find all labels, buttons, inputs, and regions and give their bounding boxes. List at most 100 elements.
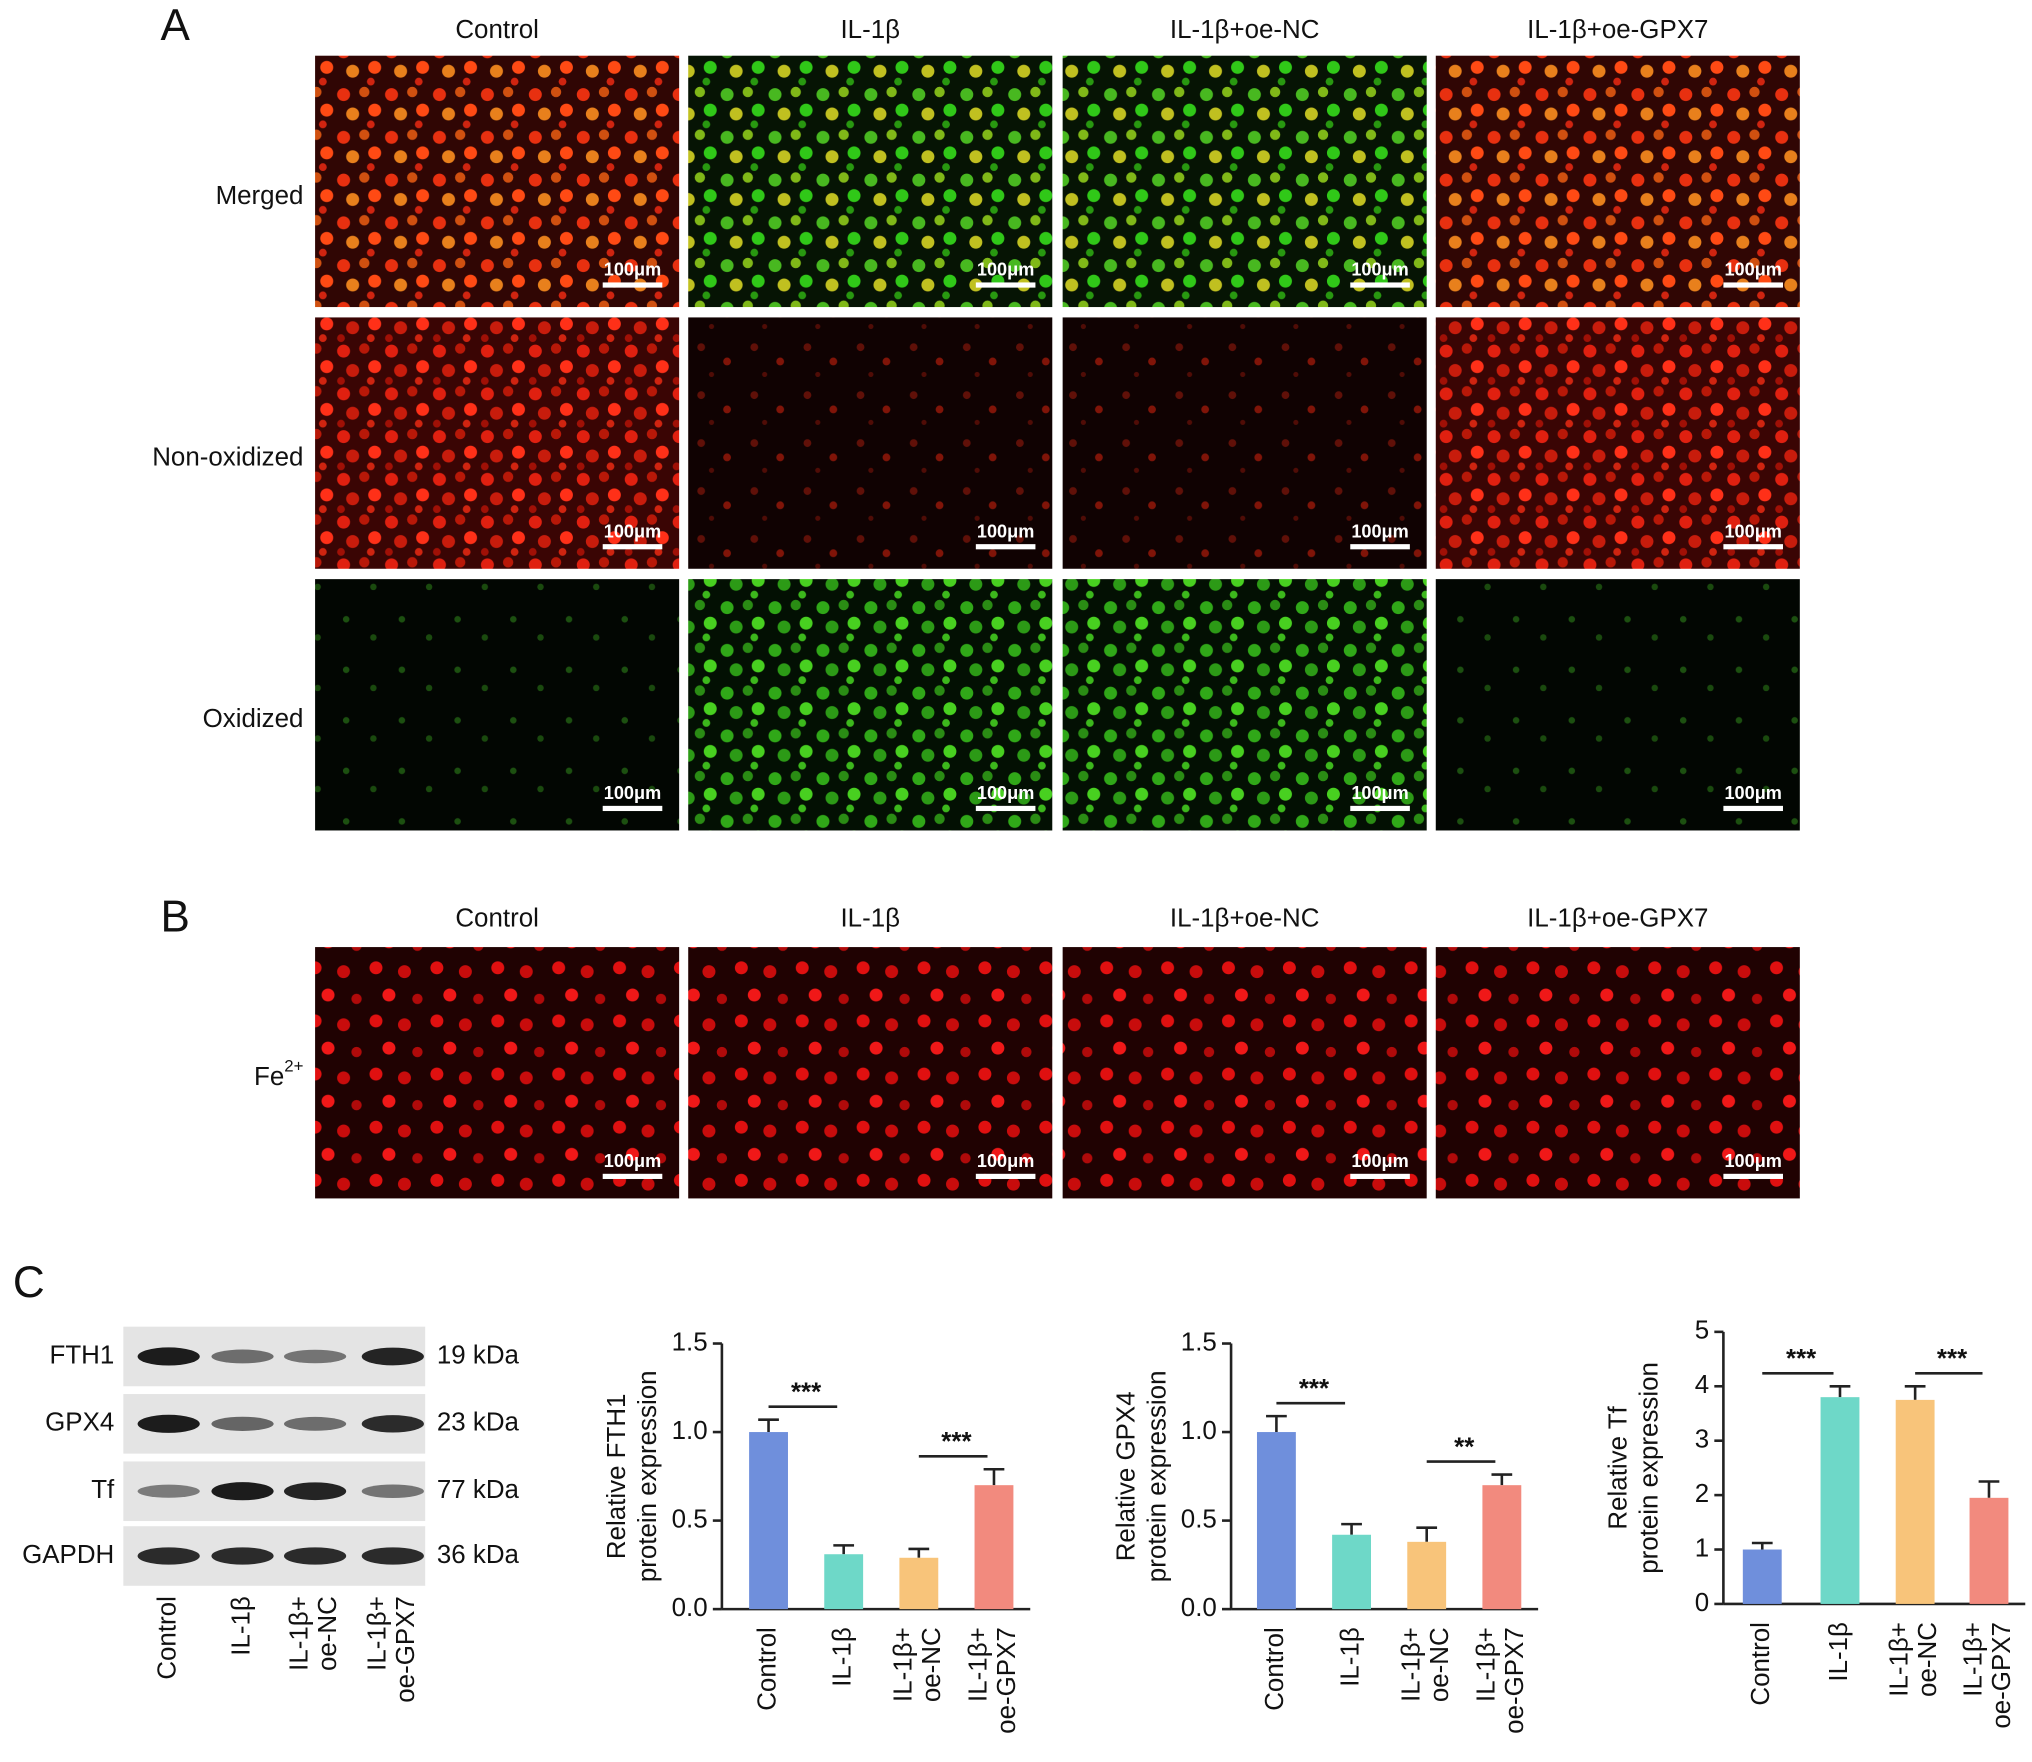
blot-band (283, 1416, 347, 1431)
y-tick-label: 0.5 (672, 1505, 708, 1533)
scale-bar-label: 100μm (1351, 1151, 1408, 1171)
scale-bar (1350, 1173, 1410, 1179)
significance-label: *** (791, 1379, 822, 1407)
blot-band (137, 1347, 200, 1366)
scale-bar-label: 100μm (977, 521, 1034, 541)
protein-label: GAPDH (22, 1541, 114, 1569)
protein-label: Tf (91, 1476, 115, 1504)
blot-band (361, 1547, 424, 1565)
y-tick-label: 1.0 (672, 1417, 708, 1445)
micrograph (1435, 579, 1800, 831)
size-label: 19 kDa (437, 1341, 520, 1369)
y-tick-label: 1.5 (672, 1328, 708, 1356)
scale-bar-label: 100μm (604, 521, 661, 541)
scale-bar-label: 100μm (604, 1151, 661, 1171)
scale-bar-label: 100μm (977, 260, 1034, 280)
protein-label: GPX4 (45, 1409, 114, 1437)
bar (1332, 1534, 1371, 1610)
row-label: Merged (216, 182, 304, 210)
scale-bar (975, 1173, 1036, 1179)
panel-label: B (160, 893, 189, 942)
scale-bar (1350, 282, 1410, 288)
size-label: 23 kDa (437, 1409, 520, 1437)
micrograph (1435, 317, 1800, 569)
scale-bar (1350, 805, 1410, 812)
y-tick-label: 0 (1695, 1589, 1709, 1617)
bar (899, 1557, 939, 1610)
y-tick-label: 1.5 (1181, 1328, 1217, 1356)
x-tick-label: IL-1β+ (889, 1627, 917, 1702)
bar (1256, 1432, 1296, 1610)
x-tick-label: oe-NC (1914, 1622, 1942, 1697)
scale-bar-label: 100μm (977, 783, 1034, 803)
blot-band (283, 1349, 347, 1364)
row-label-text: Fe (254, 1063, 284, 1091)
blot-band (211, 1416, 274, 1431)
bar (974, 1485, 1014, 1610)
y-axis-label: protein expression (1636, 1362, 1664, 1574)
x-tick-label: IL-1β (829, 1627, 857, 1687)
bar (1969, 1497, 2009, 1604)
scale-bar (975, 544, 1036, 550)
column-header: IL-1β (840, 16, 900, 44)
bar (1820, 1397, 1860, 1604)
y-tick-label: 0.0 (672, 1594, 708, 1622)
bar (1407, 1541, 1447, 1610)
scale-bar-label: 100μm (604, 260, 661, 280)
scale-bar-label: 100μm (1724, 1151, 1781, 1171)
significance-label: *** (941, 1428, 972, 1456)
x-tick-label: oe-GPX7 (993, 1627, 1021, 1734)
column-header: IL-1β+oe-NC (1170, 905, 1320, 933)
x-tick-label: oe-NC (314, 1596, 342, 1671)
blot-band (283, 1547, 347, 1565)
x-tick-label: IL-1β+ (965, 1627, 993, 1702)
x-tick-label: Control (1747, 1622, 1775, 1706)
scale-bar-label: 100μm (1351, 783, 1408, 803)
protein-label: FTH1 (50, 1341, 115, 1369)
y-axis-label: protein expression (1143, 1370, 1171, 1582)
micrograph (315, 579, 680, 831)
scale-bar (1723, 1173, 1783, 1179)
x-tick-label: IL-1β+ (363, 1596, 391, 1671)
micrograph (1062, 579, 1427, 831)
micrograph (315, 947, 680, 1199)
panel-label: C (13, 1258, 45, 1307)
bar (1742, 1549, 1782, 1604)
column-header: Control (455, 16, 539, 44)
scale-bar (1723, 544, 1783, 550)
x-tick-label: IL-1β (227, 1596, 255, 1656)
row-label-superscript: 2+ (284, 1057, 303, 1076)
scale-bar-label: 100μm (1351, 521, 1408, 541)
micrograph (1435, 947, 1800, 1199)
column-header: IL-1β+oe-GPX7 (1527, 16, 1708, 44)
scale-bar-label: 100μm (604, 783, 661, 803)
scale-bar-label: 100μm (977, 1151, 1034, 1171)
x-tick-label: IL-1β+ (1960, 1622, 1988, 1697)
y-axis-label: Relative Tf (1605, 1405, 1633, 1529)
blot-band (361, 1484, 424, 1498)
scale-bar-label: 100μm (1724, 521, 1781, 541)
x-tick-label: Control (1261, 1627, 1289, 1711)
row-label: Non-oxidized (152, 443, 303, 471)
y-tick-label: 4 (1695, 1371, 1709, 1399)
x-tick-label: oe-NC (1426, 1627, 1454, 1702)
micrograph (688, 947, 1053, 1199)
scale-bar-label: 100μm (1351, 260, 1408, 280)
scale-bar (975, 805, 1036, 812)
x-tick-label: IL-1β+ (286, 1596, 314, 1671)
y-tick-label: 1 (1695, 1534, 1709, 1562)
blot-band (361, 1347, 424, 1366)
x-tick-label: oe-GPX7 (1501, 1627, 1529, 1734)
blot-band (137, 1547, 200, 1565)
scale-bar (602, 805, 663, 812)
blot-band (211, 1547, 274, 1565)
significance-label: ** (1454, 1433, 1475, 1461)
y-axis-label: Relative GPX4 (1112, 1391, 1140, 1561)
bar (749, 1432, 788, 1610)
blot-band (137, 1414, 200, 1433)
panel-label: A (160, 1, 190, 50)
micrograph (688, 55, 1053, 308)
blot-band (361, 1415, 424, 1433)
micrograph (688, 317, 1053, 569)
